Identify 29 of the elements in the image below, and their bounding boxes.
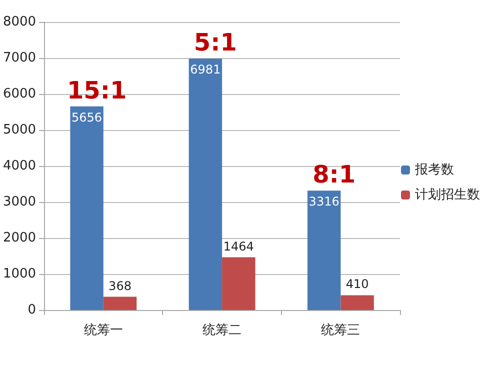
y-tick-label: 5000 xyxy=(2,122,36,138)
bar xyxy=(222,257,256,310)
bar xyxy=(340,295,374,310)
y-tick-label: 3000 xyxy=(2,194,36,210)
data-label: 6981 xyxy=(190,62,221,77)
data-label: 410 xyxy=(346,277,369,292)
y-tick-label: 1000 xyxy=(2,266,36,282)
x-tick-label: 统筹三 xyxy=(321,323,360,338)
bar xyxy=(188,58,222,310)
y-tick-label: 7000 xyxy=(2,50,36,66)
annotation: 8:1 xyxy=(312,160,356,189)
annotation: 5:1 xyxy=(194,28,237,57)
x-tick-label: 统筹一 xyxy=(84,323,123,338)
data-label: 3316 xyxy=(308,194,340,209)
y-tick-label: 4000 xyxy=(2,158,36,174)
bar xyxy=(70,106,104,310)
annotation: 15:1 xyxy=(66,76,127,104)
bar xyxy=(307,190,341,310)
y-tick-label: 0 xyxy=(28,302,36,318)
x-tick-label: 统筹二 xyxy=(202,323,242,338)
y-tick-label: 8000 xyxy=(2,14,36,30)
legend-label: 计划招生数 xyxy=(415,188,480,202)
bar xyxy=(103,296,137,310)
legend-label: 报考数 xyxy=(414,162,454,178)
data-label: 1464 xyxy=(223,239,254,254)
data-label: 5656 xyxy=(72,110,102,124)
data-label: 368 xyxy=(108,278,132,293)
y-tick-label: 6000 xyxy=(2,86,36,102)
y-tick-label: 2000 xyxy=(2,230,36,246)
